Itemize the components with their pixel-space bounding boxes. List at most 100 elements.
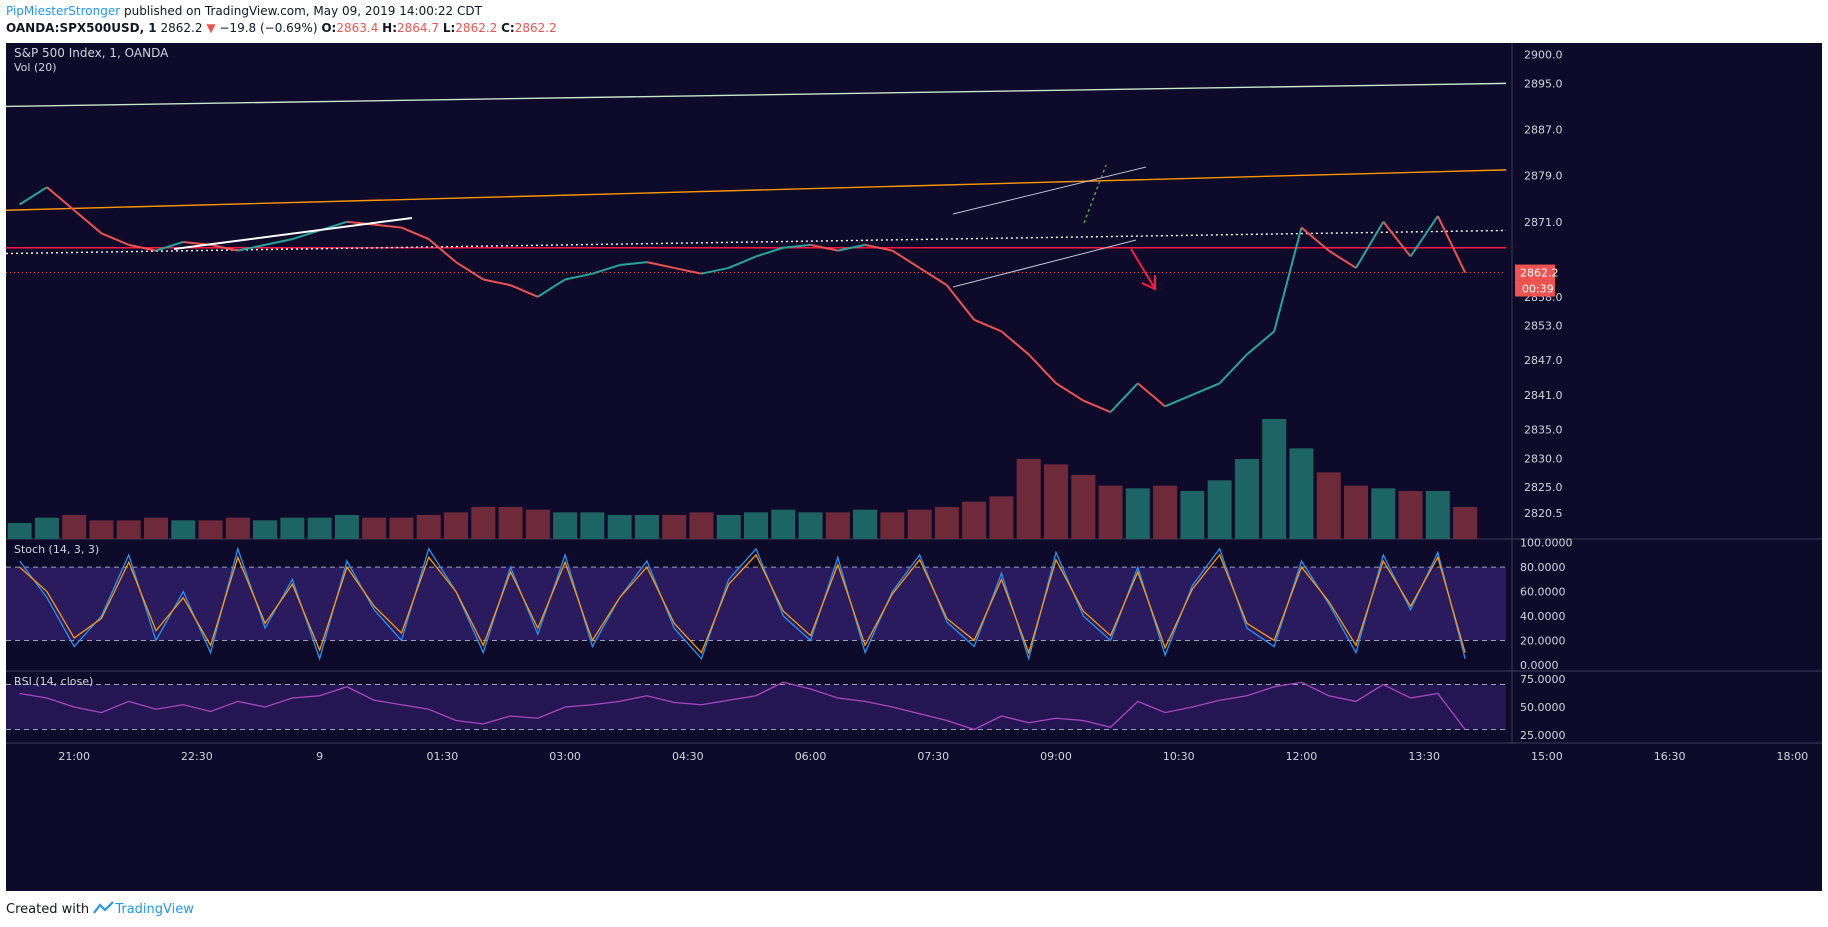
volume-bar xyxy=(34,517,59,539)
price-segment xyxy=(1436,215,1466,273)
price-tick-label: 2841.0 xyxy=(1524,389,1563,402)
price-segment xyxy=(46,186,75,212)
volume-bar xyxy=(525,509,550,539)
price-segment xyxy=(1218,353,1248,384)
volume-bar xyxy=(989,496,1014,539)
volume-bar xyxy=(744,512,768,539)
price-segment xyxy=(1055,382,1084,402)
price-segment xyxy=(428,238,457,263)
price-segment xyxy=(646,261,675,269)
arrow-head-icon xyxy=(1141,275,1156,291)
volume-bar xyxy=(1234,459,1259,539)
rsi-indicator-title: RSI (14, close) xyxy=(14,675,93,688)
volume-bar xyxy=(1207,480,1232,539)
price-tick-label: 2835.0 xyxy=(1524,423,1563,436)
time-tick-label: 10:30 xyxy=(1163,750,1195,763)
price-segment xyxy=(237,243,266,252)
price-tick-label: 2879.0 xyxy=(1524,170,1563,183)
price-segment xyxy=(455,261,484,281)
price-segment xyxy=(891,249,921,269)
volume-bar xyxy=(580,512,605,539)
price-segment xyxy=(264,238,293,246)
volume-bar xyxy=(1044,464,1068,539)
price-segment xyxy=(292,229,320,241)
countdown-label: 00:39 xyxy=(1522,283,1554,296)
price-segment xyxy=(510,284,539,298)
stoch-tick-label: 40.0000 xyxy=(1520,610,1566,623)
support-trend-line xyxy=(173,217,413,250)
time-tick-label: 18:00 xyxy=(1777,750,1809,763)
price-segment xyxy=(1273,227,1303,332)
volume-bar xyxy=(1316,472,1341,539)
volume-bar xyxy=(1125,488,1150,539)
high-value: 2864.7 xyxy=(397,21,440,35)
time-tick-label: 15:00 xyxy=(1531,750,1563,763)
stoch-tick-label: 0.0000 xyxy=(1520,659,1559,672)
price-segment xyxy=(864,243,893,252)
volume-bar xyxy=(962,501,987,539)
volume-bar xyxy=(662,515,687,539)
price-segment xyxy=(537,278,566,298)
stoch-band xyxy=(6,567,1506,641)
volume-bar xyxy=(1453,507,1478,539)
price-segment xyxy=(1028,353,1057,384)
low-value: 2862.2 xyxy=(455,21,498,35)
chart-area[interactable]: 2900.0 2895.0 2887.0 2879.0 2871.0 2858.0 2853… xyxy=(5,43,1822,891)
author-link[interactable]: PipMiesterStronger xyxy=(6,4,121,18)
price-segment xyxy=(1137,382,1166,408)
volume-bar xyxy=(334,515,359,539)
price-segment xyxy=(1246,330,1275,356)
symbol-info: OANDA:SPX500USD, 1 2862.2 ▼ −19.8 (−0.69… xyxy=(6,21,557,35)
chart-canvas[interactable]: 2900.02895.02887.02879.02871.02858.02853… xyxy=(5,43,1822,891)
volume-bar xyxy=(771,509,796,539)
volume-bar xyxy=(853,509,878,539)
rsi-line xyxy=(19,681,1466,731)
price-segment xyxy=(210,243,239,252)
low-label: L: xyxy=(442,21,456,35)
volume-bar xyxy=(1180,491,1205,539)
volume-bar xyxy=(389,517,414,539)
volume-bar xyxy=(1371,488,1396,539)
price-segment xyxy=(374,223,402,229)
price-tick-label: 2853.0 xyxy=(1524,320,1563,333)
volume-bar xyxy=(307,517,332,539)
price-segment xyxy=(128,243,157,252)
rsi-tick-label: 25.0000 xyxy=(1520,729,1566,742)
volume-bar xyxy=(934,507,959,539)
price-segment xyxy=(155,241,184,252)
price-tick-label: 2825.0 xyxy=(1524,481,1563,494)
stoch-tick-label: 60.0000 xyxy=(1520,586,1566,599)
volume-bar xyxy=(362,517,387,539)
time-tick-label: 13:30 xyxy=(1408,750,1440,763)
time-tick-label: 09:00 xyxy=(1040,750,1072,763)
publish-info: PipMiesterStronger published on TradingV… xyxy=(6,4,482,18)
price-segment xyxy=(946,284,975,321)
time-tick-label: 21:00 xyxy=(58,750,90,763)
rsi-tick-label: 75.0000 xyxy=(1520,673,1566,686)
volume-bar xyxy=(1098,485,1123,539)
volume-bar xyxy=(1071,475,1096,539)
tradingview-logo[interactable]: TradingView xyxy=(93,901,194,917)
volume-bar xyxy=(7,523,32,539)
price-tick-label: 2820.5 xyxy=(1524,507,1563,520)
volume-bar xyxy=(171,520,196,539)
time-tick-label: 22:30 xyxy=(181,750,213,763)
symbol-name: OANDA:SPX500USD, 1 xyxy=(6,21,157,35)
price-segment xyxy=(101,232,130,246)
volume-bar xyxy=(444,512,468,539)
price-tick-label: 2895.0 xyxy=(1524,77,1563,90)
price-segment xyxy=(483,278,511,287)
time-tick-label: 07:30 xyxy=(917,750,949,763)
countdown-tag xyxy=(1515,280,1555,297)
volume-bar xyxy=(689,512,714,539)
volume-bar xyxy=(553,512,578,539)
price-tick-label: 2900.0 xyxy=(1524,49,1563,62)
down-arrow-icon: ▼ xyxy=(206,21,216,35)
volume-bar xyxy=(607,515,632,539)
volume-bar xyxy=(225,517,250,539)
price-segment xyxy=(1109,382,1139,413)
rsi-band xyxy=(6,684,1506,730)
price-segment xyxy=(837,243,866,252)
price-segment xyxy=(810,243,839,252)
created-with: Created with xyxy=(6,902,90,917)
